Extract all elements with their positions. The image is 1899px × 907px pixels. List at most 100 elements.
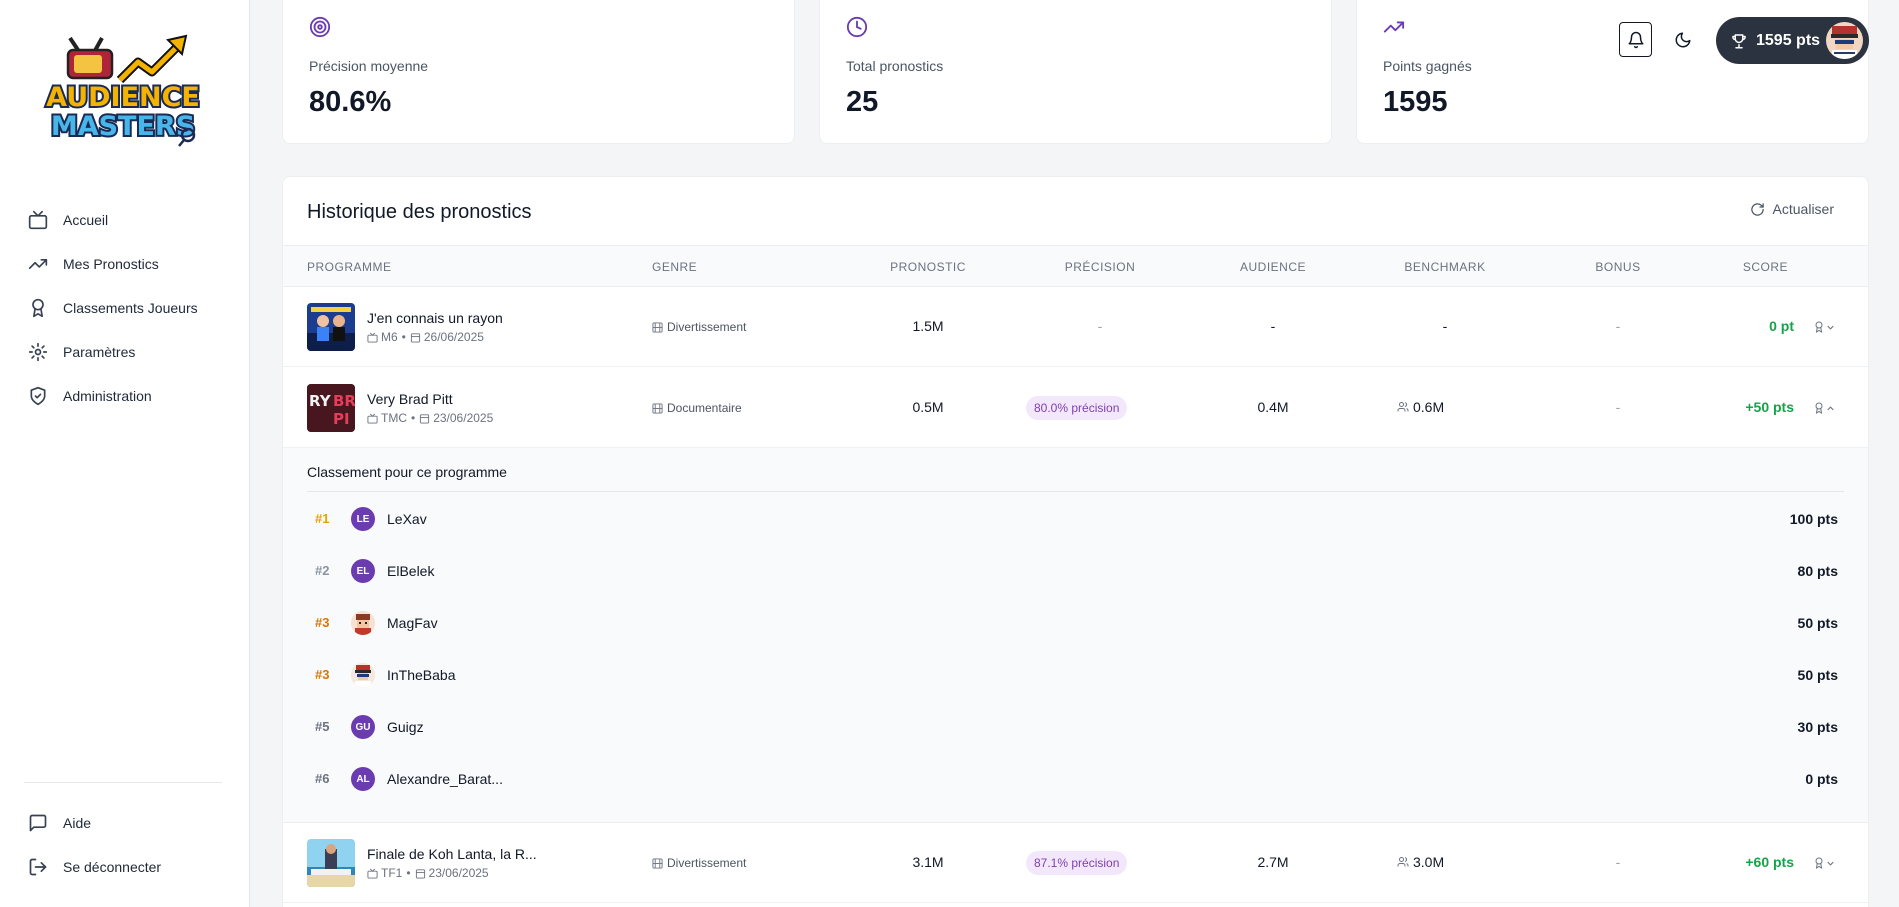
users-icon <box>1397 857 1409 867</box>
genre-label: Divertissement <box>667 856 747 870</box>
ranking-row: #3 InTheBaba 50 pts <box>283 649 1868 701</box>
history-title: Historique des pronostics <box>307 201 532 223</box>
precision-badge: 87.1% précision <box>1026 851 1128 875</box>
svg-text:BR: BR <box>333 392 355 410</box>
logo-text-line2: MASTERS <box>51 111 195 142</box>
stat-label: Précision moyenne <box>309 58 429 74</box>
player-points: 0 pts <box>1805 771 1838 787</box>
audience-value: - <box>1270 318 1276 334</box>
avatar <box>351 663 375 687</box>
pronostic-value: 3.1M <box>912 854 944 870</box>
score-value: +50 pts <box>1745 399 1794 415</box>
rank-number: #2 <box>315 563 330 578</box>
bottom-nav: Aide Se déconnecter <box>0 801 250 889</box>
award-icon <box>32 298 44 318</box>
stat-value: 25 <box>846 86 879 118</box>
rank-number: #5 <box>315 719 330 734</box>
rank-number: #3 <box>315 667 330 682</box>
moon-icon <box>1675 32 1691 48</box>
award-icon <box>1815 857 1823 869</box>
logout-icon <box>29 858 47 876</box>
chevron-down-icon <box>1827 325 1834 330</box>
ranking-title: Classement pour ce programme <box>307 464 507 480</box>
sidebar-item-accueil[interactable]: Accueil <box>0 198 250 242</box>
stat-value: 1595 <box>1383 86 1448 118</box>
benchmark-text: 0.6M <box>1413 399 1445 415</box>
notifications-button[interactable] <box>1619 22 1652 57</box>
sidebar-item-mes-pronostics[interactable]: Mes Pronostics <box>0 242 250 286</box>
col-genre: GENRE <box>652 260 698 274</box>
benchmark-value: - <box>1442 318 1448 334</box>
col-benchmark: BENCHMARK <box>1404 260 1486 274</box>
table-row[interactable]: RY BR PI Very Brad Pitt TMC • 23/06/2025 D… <box>283 368 1868 448</box>
help-link[interactable]: Aide <box>0 801 250 845</box>
stat-card-precision: Précision moyenne 80.6% <box>282 0 795 144</box>
player-points: 50 pts <box>1797 667 1838 683</box>
history-panel: Historique des pronostics Actualiser PRO… <box>282 176 1869 907</box>
theme-toggle-button[interactable] <box>1670 27 1696 53</box>
program-meta: TF1 • 23/06/2025 <box>367 866 489 880</box>
award-icon <box>1815 321 1823 333</box>
logout-button[interactable]: Se déconnecter <box>0 845 250 889</box>
stat-label: Points gagnés <box>1383 58 1472 74</box>
genre-label: Documentaire <box>667 401 742 415</box>
pronostic-value: 0.5M <box>912 399 944 415</box>
player-points: 100 pts <box>1789 511 1838 527</box>
score-value: +60 pts <box>1745 854 1794 870</box>
col-precision: PRÉCISION <box>1064 260 1136 274</box>
program-date: 23/06/2025 <box>433 411 494 425</box>
ranking-row: #2 EL ElBelek 80 pts <box>283 545 1868 597</box>
score-value: 0 pt <box>1769 318 1794 334</box>
program-title: J'en connais un rayon <box>367 310 503 326</box>
clock-icon <box>846 16 868 38</box>
bonus-value: - <box>1615 854 1621 870</box>
player-points: 30 pts <box>1797 719 1838 735</box>
calendar-icon <box>410 332 420 343</box>
app-logo[interactable]: AUDIENCE MASTERS <box>40 34 206 150</box>
sidebar: AUDIENCE MASTERS Accueil Mes Pronostics … <box>0 0 250 907</box>
program-meta: M6 • 26/06/2025 <box>367 330 484 344</box>
tv-icon <box>367 332 378 343</box>
chevron-down-icon <box>1827 861 1834 866</box>
player-points: 50 pts <box>1797 615 1838 631</box>
trending-up-icon <box>28 259 48 269</box>
calendar-icon <box>420 413 430 424</box>
col-pronostic: PRONOSTIC <box>890 260 966 274</box>
avatar: LE <box>351 507 375 531</box>
benchmark-value: 0.6M <box>1397 399 1444 415</box>
program-ranking: Classement pour ce programme #1 LE LeXav… <box>283 448 1868 823</box>
program-date: 23/06/2025 <box>428 866 489 880</box>
col-audience: AUDIENCE <box>1239 260 1306 274</box>
sidebar-item-classements[interactable]: Classements Joueurs <box>0 286 250 330</box>
player-name: LeXav <box>387 511 427 527</box>
trending-up-icon <box>1383 21 1405 33</box>
tv-icon <box>367 868 378 879</box>
table-row[interactable]: J'en connais un rayon M6 • 26/06/2025 Di… <box>283 287 1868 367</box>
refresh-button[interactable]: Actualiser <box>1750 201 1834 217</box>
collapse-ranking-button[interactable] <box>1813 402 1836 414</box>
ranking-row: #1 LE LeXav 100 pts <box>283 493 1868 545</box>
program-genre: Divertissement <box>652 320 746 334</box>
sidebar-item-parametres[interactable]: Paramètres <box>0 330 250 374</box>
user-points-badge[interactable]: 1595 pts <box>1716 17 1869 64</box>
precision-badge: 80.0% précision <box>1026 396 1128 420</box>
audience-value: 2.7M <box>1257 854 1289 870</box>
expand-ranking-button[interactable] <box>1813 321 1836 333</box>
avatar: AL <box>351 767 375 791</box>
program-date: 26/06/2025 <box>423 330 484 344</box>
award-icon <box>1815 402 1823 414</box>
program-channel: TMC <box>381 411 407 425</box>
sidebar-item-label: Paramètres <box>63 344 136 360</box>
user-avatar[interactable] <box>1826 22 1863 59</box>
table-row[interactable]: Finale de Koh Lanta, la R... TF1 • 23/06… <box>283 823 1868 903</box>
player-points: 80 pts <box>1797 563 1838 579</box>
col-programme: PROGRAMME <box>307 260 392 274</box>
sidebar-item-administration[interactable]: Administration <box>0 374 250 418</box>
svg-text:RY: RY <box>309 392 332 410</box>
refresh-icon <box>1750 202 1764 216</box>
expand-ranking-button[interactable] <box>1813 857 1836 869</box>
sidebar-item-label: Administration <box>63 388 152 404</box>
program-thumbnail <box>307 839 355 887</box>
help-label: Aide <box>63 815 92 831</box>
player-name: ElBelek <box>387 563 435 579</box>
